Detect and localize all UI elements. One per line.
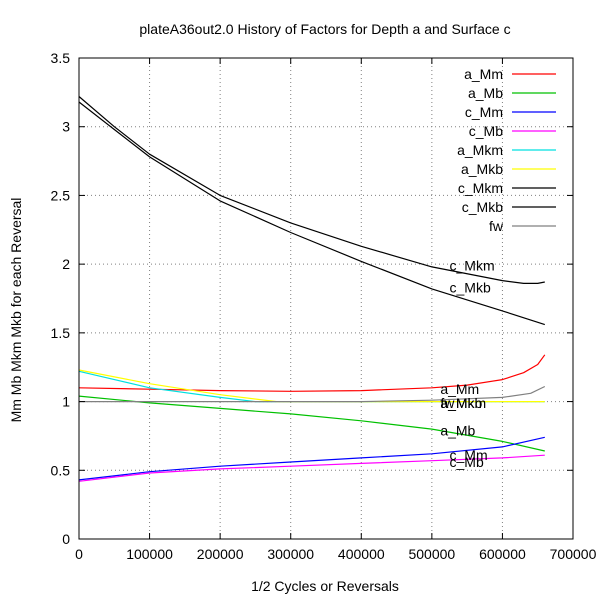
line-end-label: c_Mm: [450, 447, 488, 463]
plot-frame: [78, 57, 574, 540]
y-tick-label: 1: [62, 394, 70, 410]
series-line-c-mm: [78, 436, 545, 481]
y-tick-label: 2.5: [51, 187, 71, 203]
y-tick-label: 0.5: [51, 462, 71, 478]
line-end-label: a_Mkb: [440, 395, 482, 411]
legend-label: a_Mkm: [457, 142, 503, 158]
line-end-label: c_Mb: [450, 454, 484, 470]
x-tick-label: 500000: [408, 546, 455, 562]
legend-label: a_Mkb: [461, 161, 503, 177]
series-line-c-mb: [78, 454, 545, 482]
x-tick-label: 200000: [197, 546, 244, 562]
legend-label: a_Mb: [468, 85, 503, 101]
y-axis-label: Mm Mb Mkm Mkb for each Reversal: [8, 198, 24, 423]
x-axis-label: 1/2 Cycles or Reversals: [251, 578, 399, 594]
y-tick-label: 0: [62, 531, 70, 547]
line-end-label: a_Mm: [440, 381, 479, 397]
legend-label: c_Mm: [465, 104, 503, 120]
axis-ticks: 0 100000 200000 300000 400000 500000 600000 700…: [51, 50, 597, 562]
chart-title: plateA36out2.0 History of Factors for De…: [139, 21, 510, 37]
x-tick-label: 400000: [338, 546, 385, 562]
series-line-fw: [79, 385, 546, 403]
line-end-label: a_Mkm: [440, 395, 486, 411]
series-line-c-mkb: [78, 101, 545, 326]
line-end-label: a_Mb: [440, 422, 475, 438]
legend-label: a_Mm: [464, 66, 503, 82]
y-tick-label: 2: [62, 256, 70, 272]
grid: [79, 58, 573, 539]
line-end-label: c_Mkm: [450, 258, 495, 274]
series-line-a-mb: [78, 395, 545, 452]
x-tick-label: 300000: [267, 546, 314, 562]
series-line-c-mkm: [78, 96, 545, 284]
legend-label: fw: [489, 218, 504, 234]
line-end-label: c_Mkb: [450, 280, 491, 296]
x-tick-label: 600000: [479, 546, 526, 562]
x-tick-label: 100000: [126, 546, 173, 562]
x-tick-label: 0: [75, 546, 83, 562]
legend-label: c_Mkb: [462, 199, 503, 215]
series-line-a-mm: [78, 354, 546, 392]
series-lines: [78, 96, 546, 482]
legend-label: c_Mkm: [458, 180, 503, 196]
y-tick-label: 3.5: [51, 50, 71, 66]
line-end-label: fw: [440, 395, 455, 411]
y-tick-label: 1.5: [51, 325, 71, 341]
legend-label: c_Mb: [469, 123, 503, 139]
y-tick-label: 3: [62, 119, 70, 135]
x-tick-label: 700000: [550, 546, 597, 562]
